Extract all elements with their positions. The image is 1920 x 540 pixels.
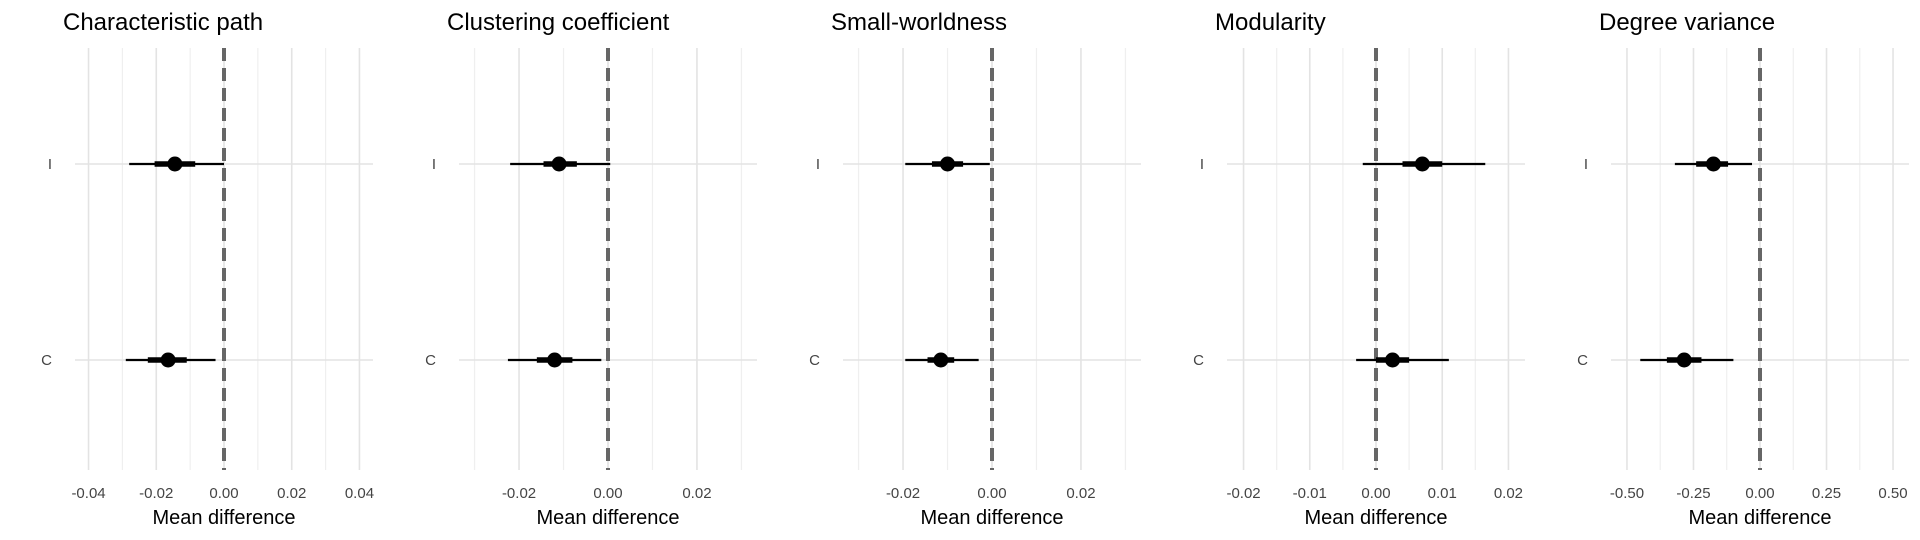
point-estimate-C [160,352,176,368]
x-tick-label: -0.02 [886,485,920,502]
point-estimate-C [933,352,949,368]
x-tick-label: 0.01 [1428,485,1457,502]
y-tick-label: C [809,352,820,369]
x-tick-label: 0.02 [1066,485,1095,502]
x-axis-label: Mean difference [1304,507,1447,529]
x-tick-label: 0.00 [1361,485,1390,502]
x-tick-label: -0.02 [502,485,536,502]
x-tick-label: 0.00 [209,485,238,502]
point-estimate-I [167,156,183,172]
x-tick-label: -0.04 [71,485,105,502]
x-tick-label: 0.00 [1745,485,1774,502]
x-tick-label: -0.50 [1610,485,1644,502]
x-axis-label: Mean difference [536,507,679,529]
x-axis-label: Mean difference [152,507,295,529]
x-tick-label: 0.00 [593,485,622,502]
x-tick-label: 0.02 [1494,485,1523,502]
y-tick-label: I [1200,156,1204,173]
x-axis-label: Mean difference [920,507,1063,529]
x-tick-label: -0.01 [1293,485,1327,502]
point-estimate-I [1705,156,1721,172]
y-tick-label: I [1584,156,1588,173]
point-estimate-C [547,352,563,368]
point-estimate-I [940,156,956,172]
y-tick-label: C [425,352,436,369]
x-tick-label: -0.25 [1676,485,1710,502]
x-tick-label: 0.00 [977,485,1006,502]
point-estimate-C [1385,352,1401,368]
point-estimate-I [1414,156,1430,172]
panel-3: I C -0.02 -0.01 0.00 0.01 0.02 Mean difference M… [1193,9,1525,529]
y-tick-label: I [48,156,52,173]
panel-title: Clustering coefficient [447,9,670,36]
y-tick-label: I [816,156,820,173]
y-tick-label: C [41,352,52,369]
y-tick-label: I [432,156,436,173]
x-tick-label: 0.50 [1878,485,1907,502]
panel-title: Characteristic path [63,9,263,36]
x-tick-label: -0.02 [139,485,173,502]
x-tick-label: 0.02 [682,485,711,502]
y-tick-label: C [1577,352,1588,369]
x-tick-label: 0.25 [1812,485,1841,502]
panel-title: Small-worldness [831,9,1007,36]
point-estimate-I [551,156,567,172]
panel-4: I C -0.50 -0.25 0.00 0.25 0.50 Mean difference D… [1577,9,1909,529]
panel-title: Degree variance [1599,9,1775,36]
panel-title: Modularity [1215,9,1326,36]
x-tick-label: -0.02 [1226,485,1260,502]
y-tick-label: C [1193,352,1204,369]
point-estimate-C [1676,352,1692,368]
x-tick-label: 0.04 [345,485,374,502]
x-axis-label: Mean difference [1688,507,1831,529]
x-tick-label: 0.02 [277,485,306,502]
panel-0: I C -0.04 -0.02 0.00 0.02 0.04 Mean difference C… [41,9,374,529]
